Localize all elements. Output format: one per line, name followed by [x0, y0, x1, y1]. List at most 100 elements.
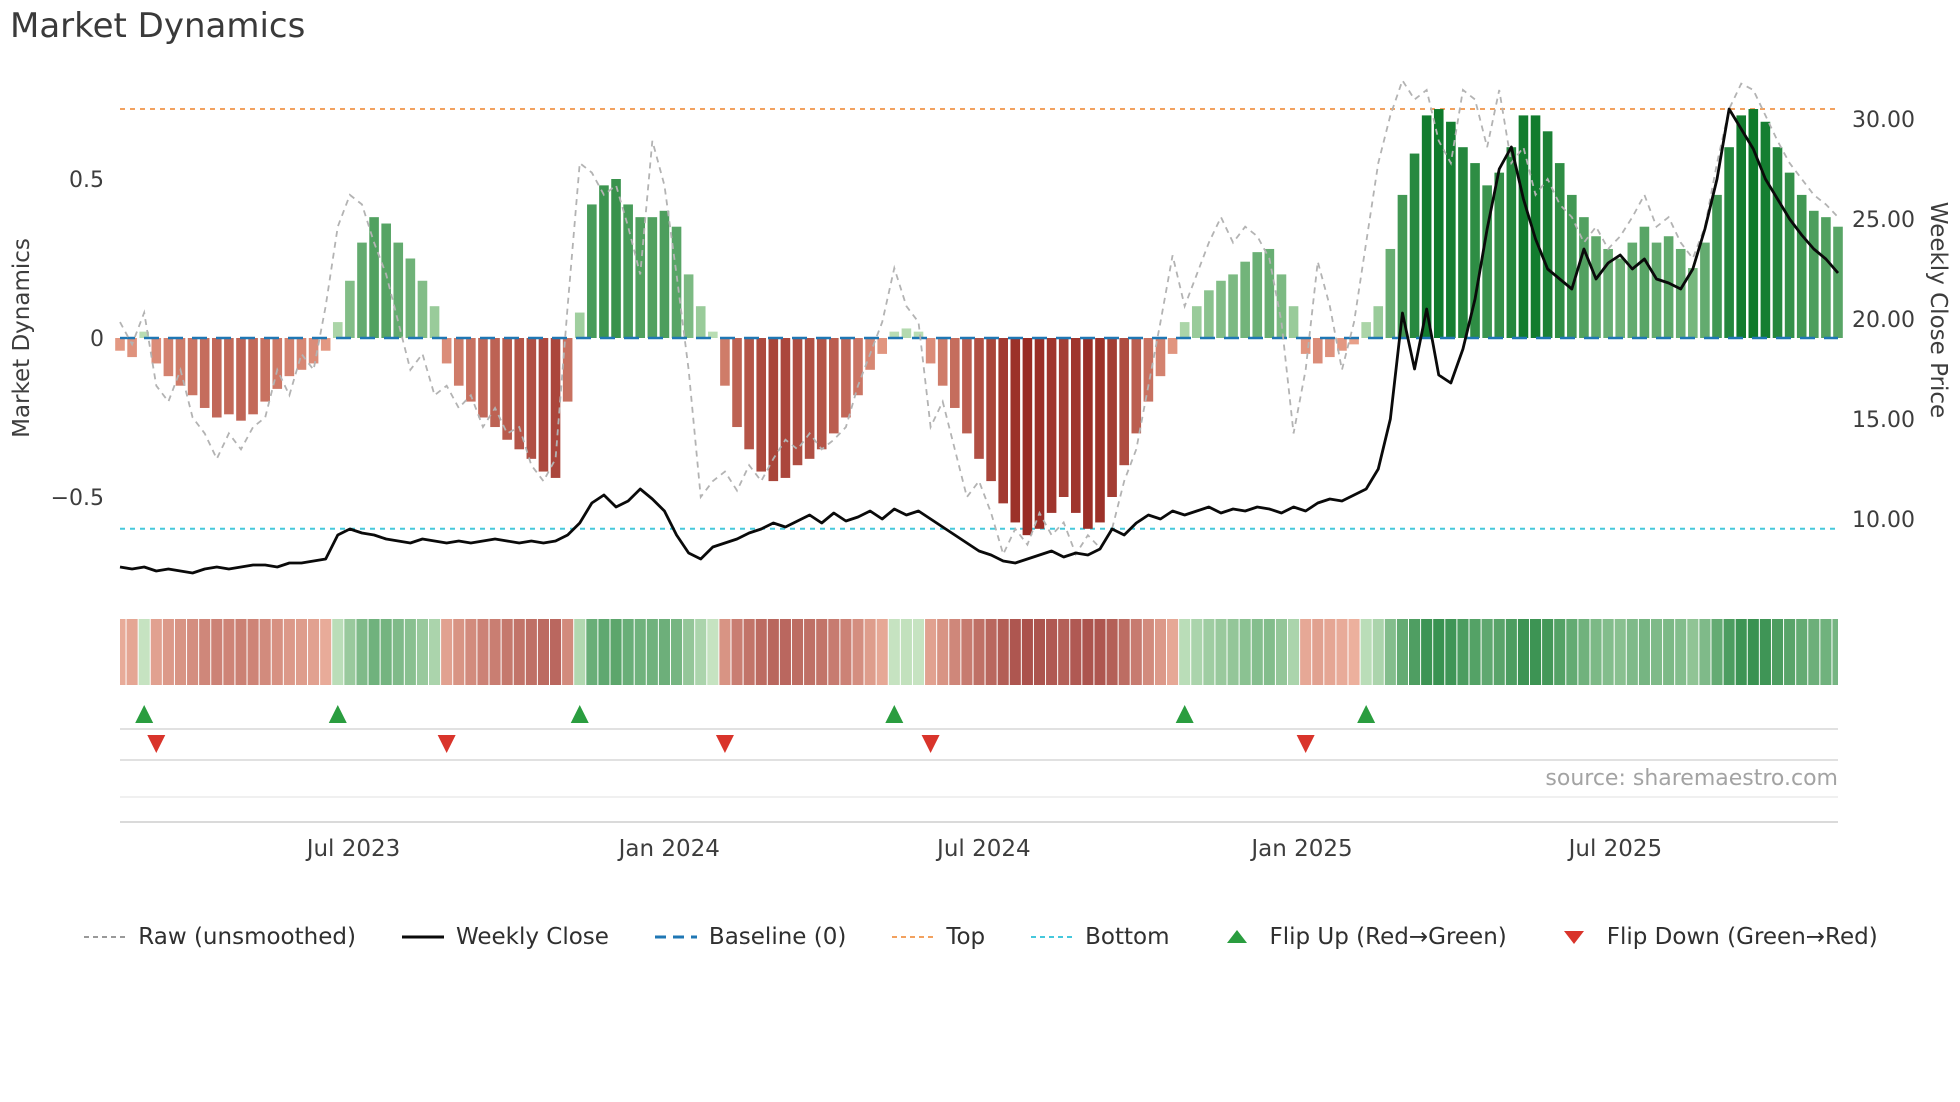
oscillator-bar: [211, 338, 222, 418]
oscillator-bar: [1579, 217, 1589, 338]
heatmap-cell: [1784, 619, 1796, 685]
oscillator-bar: [732, 338, 742, 428]
legend-label: Flip Down (Green→Red): [1606, 924, 1878, 950]
oscillator-bar: [599, 185, 609, 338]
flip-up-marker: [135, 705, 154, 723]
heatmap-cell: [259, 619, 271, 685]
x-tick-label: Jul 2024: [935, 836, 1031, 862]
oscillator-bar: [1651, 242, 1662, 338]
oscillator-bar: [647, 217, 658, 338]
oscillator-bar: [248, 338, 258, 415]
heatmap-cell: [356, 619, 368, 685]
heatmap-cell: [211, 619, 223, 685]
heatmap-cell: [416, 619, 429, 685]
oscillator-bar: [236, 338, 246, 421]
heatmap-cell: [779, 619, 791, 685]
heatmap-cell: [997, 619, 1009, 685]
heatmap-cell: [537, 619, 549, 685]
legend-item-flip-down-green-red: Flip Down (Green→Red): [1551, 924, 1878, 950]
right-axis-label: Weekly Close Price: [1925, 201, 1951, 419]
oscillator-bar: [1119, 338, 1129, 466]
legend-item-flip-up-red-green: Flip Up (Red→Green): [1214, 924, 1507, 950]
oscillator-bar: [478, 338, 488, 418]
heatmap-cell: [1554, 619, 1566, 685]
x-tick-labels: Jul 2023 Jan 2024 Jul 2024 Jan 2025 Jul 2025: [305, 836, 1662, 862]
oscillator-bar: [1784, 172, 1795, 338]
oscillator-bar: [1470, 163, 1480, 338]
oscillator-bar: [756, 338, 767, 472]
oscillator-bar: [1675, 248, 1686, 338]
heatmap-cell: [404, 619, 416, 685]
oscillator-bar: [695, 306, 706, 338]
oscillator-bar: [937, 338, 948, 386]
x-tick-label: Jan 2024: [617, 836, 720, 862]
heatmap-cell: [441, 619, 453, 685]
right-tick-label: 20.00: [1852, 308, 1915, 333]
heatmap-cell: [1227, 619, 1239, 685]
heatmap-cell: [1372, 619, 1384, 685]
heatmap-cell: [320, 619, 332, 685]
heatmap-cell: [1735, 619, 1747, 685]
oscillator-bar: [1337, 338, 1347, 351]
oscillator-bar: [671, 226, 682, 338]
heatmap-cell: [162, 619, 174, 685]
heatmap-cell: [840, 619, 852, 685]
heatmap-cell: [174, 619, 187, 685]
oscillator-bar: [1264, 248, 1275, 338]
heatmap-cell: [961, 619, 973, 685]
heatmap-cell: [864, 619, 876, 685]
flip-up-marker: [1175, 705, 1194, 723]
heatmap-cell: [1312, 619, 1324, 685]
heatmap-cell: [1300, 619, 1312, 685]
oscillator-bar: [526, 338, 537, 459]
oscillator-bar: [1567, 194, 1577, 338]
oscillator-bar: [1022, 338, 1033, 536]
oscillator-bar: [1095, 338, 1105, 523]
heatmap-cell: [453, 619, 465, 685]
heatmap-cell: [283, 619, 295, 685]
oscillator-bar: [1760, 121, 1771, 338]
oscillator-bar: [853, 338, 863, 396]
heatmap-cell: [1239, 619, 1251, 685]
heatmap-cell: [586, 619, 598, 685]
oscillator-bar: [1107, 338, 1117, 497]
heatmap-cell: [1566, 619, 1578, 685]
oscillator-bar: [1010, 338, 1021, 523]
heatmap-cell: [150, 619, 162, 685]
heatmap-cell: [1687, 619, 1699, 685]
heatmap-cell: [1154, 619, 1167, 685]
oscillator-bar: [502, 338, 512, 440]
heatmap-cell: [658, 619, 670, 685]
right-tick-label: 10.00: [1852, 508, 1915, 533]
oscillator-bar: [1155, 338, 1166, 377]
flip-up-marker: [570, 705, 589, 723]
flip-up-marker: [885, 705, 904, 723]
heatmap-cell: [1602, 619, 1614, 685]
heatmap-cell: [525, 619, 537, 685]
heatmap-cell: [199, 619, 211, 685]
flip-up-marker: [328, 705, 347, 723]
oscillator-bar: [925, 338, 936, 364]
oscillator-bar: [829, 338, 839, 434]
heatmap-cell: [1009, 619, 1021, 685]
heatmap-cell: [368, 619, 380, 685]
x-tick-label: Jan 2025: [1249, 836, 1352, 862]
oscillator-bar: [768, 338, 779, 482]
oscillator-bar: [998, 338, 1008, 504]
oscillator-bar: [1385, 248, 1396, 338]
oscillator-bar: [816, 338, 827, 450]
heatmap-cell: [1251, 619, 1263, 685]
flip-up-marker: [1357, 705, 1376, 723]
left-tick-label: 0: [90, 327, 104, 352]
oscillator-bar: [1663, 236, 1674, 338]
legend-item-baseline-0: Baseline (0): [653, 924, 846, 950]
oscillator-bar: [115, 338, 125, 351]
oscillator-bar: [369, 217, 379, 338]
heatmap-cell: [670, 619, 683, 685]
oscillator-bar: [1240, 261, 1250, 338]
oscillator-bar: [804, 338, 815, 459]
oscillator-bar: [127, 338, 137, 358]
oscillator-bar: [332, 322, 343, 338]
oscillator-bar: [1833, 226, 1843, 338]
heatmap-cell: [550, 619, 562, 685]
